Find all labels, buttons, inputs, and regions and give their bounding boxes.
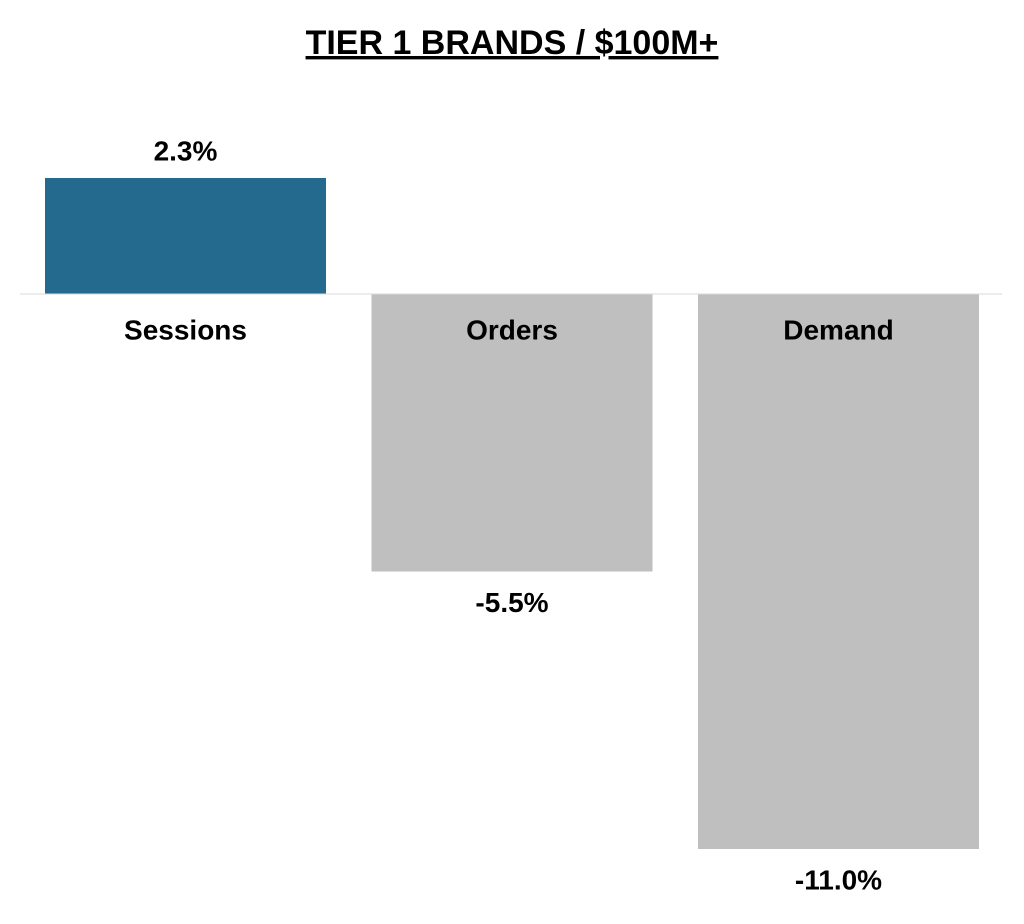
bar [371,294,653,572]
chart-title: TIER 1 BRANDS / $100M+ [306,24,719,62]
value-label: 2.3% [154,135,218,166]
bar [45,178,326,295]
value-label: -5.5% [475,587,548,618]
category-label: Demand [783,314,893,345]
value-label: -11.0% [795,864,882,895]
category-label: Sessions [124,314,247,345]
category-label: Orders [466,314,558,345]
bar [698,294,979,849]
